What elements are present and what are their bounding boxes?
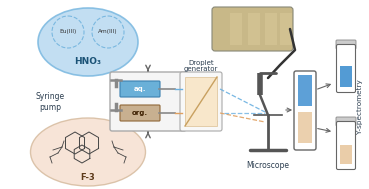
Bar bbox=[230, 13, 242, 45]
FancyBboxPatch shape bbox=[337, 122, 355, 170]
Text: Microscope: Microscope bbox=[246, 160, 290, 170]
Text: Am(III): Am(III) bbox=[98, 29, 118, 35]
FancyBboxPatch shape bbox=[180, 72, 222, 131]
FancyBboxPatch shape bbox=[336, 40, 356, 49]
Text: Syringe
pump: Syringe pump bbox=[35, 92, 65, 112]
FancyBboxPatch shape bbox=[298, 75, 312, 106]
FancyBboxPatch shape bbox=[336, 117, 356, 126]
FancyBboxPatch shape bbox=[120, 81, 160, 97]
Bar bbox=[248, 13, 260, 45]
Text: org.: org. bbox=[132, 110, 148, 116]
FancyBboxPatch shape bbox=[212, 7, 293, 51]
Text: HNO₃: HNO₃ bbox=[75, 57, 101, 67]
FancyBboxPatch shape bbox=[110, 72, 186, 131]
Text: Eu(III): Eu(III) bbox=[59, 29, 77, 35]
FancyBboxPatch shape bbox=[298, 112, 312, 143]
Text: Droplet
generator: Droplet generator bbox=[184, 60, 218, 73]
Ellipse shape bbox=[38, 8, 138, 76]
Bar bbox=[340, 66, 352, 87]
FancyBboxPatch shape bbox=[337, 44, 355, 92]
Ellipse shape bbox=[31, 118, 145, 186]
Bar bbox=[265, 13, 277, 45]
Text: Y-spectrometry: Y-spectrometry bbox=[357, 80, 363, 134]
Text: aq.: aq. bbox=[134, 86, 146, 92]
Bar bbox=[340, 145, 352, 164]
FancyBboxPatch shape bbox=[120, 105, 160, 121]
Text: F-3: F-3 bbox=[80, 174, 95, 183]
Bar bbox=[280, 13, 292, 45]
Polygon shape bbox=[185, 77, 217, 126]
FancyBboxPatch shape bbox=[294, 71, 316, 150]
